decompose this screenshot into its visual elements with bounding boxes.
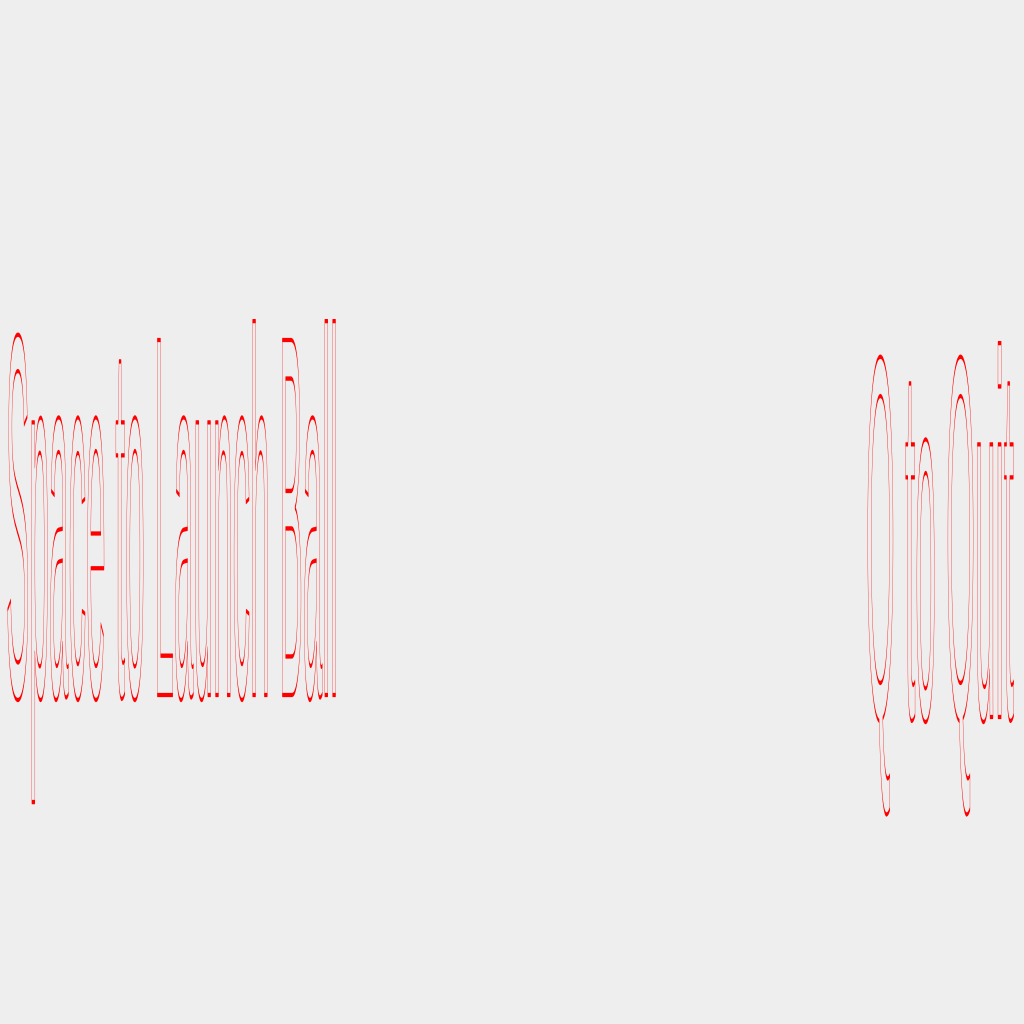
quit-hint-text: Q to Quit [866, 251, 1014, 827]
launch-hint-text: Space to Launch Ball [6, 229, 338, 808]
